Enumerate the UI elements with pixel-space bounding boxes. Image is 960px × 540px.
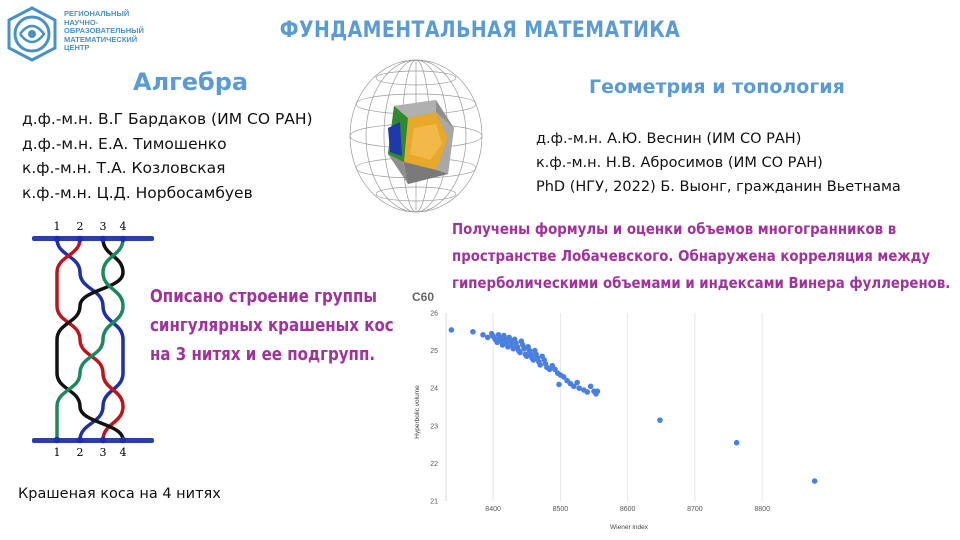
x-tick-label: 8500 (553, 506, 569, 513)
chart-title: C60 (412, 290, 435, 304)
data-point (576, 385, 582, 391)
data-point (537, 362, 543, 368)
y-tick-label: 26 (430, 311, 438, 318)
x-axis-label: Wiener index (610, 524, 649, 531)
geometry-person: к.ф.-м.н. Н.В. Абросимов (ИМ СО РАН) (536, 155, 823, 171)
algebra-person: д.ф.-м.н. В.Г Бардаков (ИМ СО РАН) (22, 110, 313, 128)
data-point (594, 388, 601, 395)
data-point (574, 379, 580, 386)
bottom-label: 1 (54, 446, 61, 459)
org-name-line: НАУЧНО- (64, 17, 99, 27)
logo-emblem-icon (7, 6, 57, 62)
bottom-bar (32, 438, 154, 443)
top-label: 1 (54, 220, 61, 233)
data-point (587, 383, 594, 390)
bottom-label: 3 (100, 446, 107, 459)
algebra-person: к.ф.-м.н. Т.А. Козловская (22, 159, 226, 177)
data-point (560, 374, 567, 380)
algebra-title: Алгебра (133, 68, 249, 96)
braid-diagram: 1 2 3 4 1 2 3 4 (28, 216, 158, 460)
geometry-person: д.ф.-м.н. А.Ю. Веснин (ИМ СО РАН) (536, 131, 802, 147)
y-tick-label: 22 (430, 461, 438, 468)
braid-bottom-node (76, 436, 84, 444)
braid-result-line: Описано строение группы (150, 287, 377, 307)
data-point (448, 327, 455, 333)
hyperbolic-polyhedron-image (348, 56, 484, 214)
top-label: 4 (120, 220, 127, 233)
geometry-result-line: гиперболическими объемами и индексами Ви… (452, 274, 951, 292)
y-axis-label: Hyperbolic volume (414, 385, 421, 439)
algebra-person: к.ф.-м.н. Ц.Д. Норбосамбуев (22, 183, 253, 202)
bottom-label: 2 (77, 446, 84, 459)
braid-result-line: сингулярных крашеных кос (150, 316, 394, 336)
braid-top-node (53, 235, 61, 243)
data-point (811, 478, 818, 484)
data-point (571, 383, 577, 390)
data-point (470, 329, 476, 335)
y-tick-label: 21 (430, 499, 438, 506)
geometry-result-line: Получены формулы и оценки объемов многог… (452, 220, 897, 238)
geometry-people: д.ф.-м.н. А.Ю. Веснин (ИМ СО РАН) к.ф.-м… (536, 127, 901, 199)
logo (5, 6, 59, 62)
page-title: ФУНДАМЕНТАЛЬНАЯ МАТЕМАТИКА (279, 18, 681, 43)
data-point (657, 417, 663, 423)
braid-top-node (76, 235, 84, 243)
top-bar (32, 236, 154, 241)
org-name-line: РЕГИОНАЛЬНЫЙ (64, 9, 130, 18)
braid-strand (55, 238, 125, 440)
y-tick-label: 25 (430, 348, 438, 355)
algebra-person: д.ф.-м.н. Е.А. Тимошенко (22, 134, 227, 153)
top-label: 3 (100, 220, 107, 233)
scatter-chart: 8400 8500 8600 8700 8800 21 22 23 24 25 26 Wiener … (404, 300, 824, 536)
x-tick-label: 8400 (485, 506, 501, 513)
org-name-line: МАТЕМАТИЧЕСКИЙ (64, 34, 138, 44)
braid-bottom-node (99, 436, 107, 444)
data-point (480, 332, 486, 338)
data-point (484, 334, 491, 341)
braid-bottom-node (53, 436, 61, 444)
braid-result: Описано строение группы сингулярных краш… (150, 283, 394, 370)
braid-strand (55, 238, 125, 441)
data-point (556, 381, 562, 388)
braid-bottom-node (119, 436, 127, 444)
x-tick-label: 8800 (754, 506, 770, 513)
data-point (584, 389, 591, 395)
data-point (517, 349, 523, 356)
org-name-line: ЦЕНТР (64, 43, 90, 53)
bottom-label: 4 (120, 446, 127, 459)
org-name-line: ОБРАЗОВАТЕЛЬНЫЙ (64, 26, 144, 36)
braid-result-line: на 3 нитях и ее подгрупп. (150, 345, 376, 365)
geometry-title: Геометрия и топология (589, 76, 845, 98)
braid-strand (55, 238, 125, 441)
x-tick-label: 8600 (620, 506, 636, 513)
geometry-result: Получены формулы и оценки объемов многог… (452, 216, 950, 297)
y-tick-label: 24 (430, 386, 438, 393)
braid-top-node (99, 235, 107, 243)
y-tick-label: 23 (430, 423, 438, 430)
braid-strand (55, 238, 125, 441)
geometry-result-line: пространстве Лобачевского. Обнаружена ко… (452, 247, 931, 265)
data-point (733, 439, 740, 446)
braid-caption: Крашеная коса на 4 нитях (18, 486, 221, 502)
geometry-person: PhD (НГУ, 2022) Б. Выонг, гражданин Вьет… (536, 179, 901, 195)
braid-top-node (119, 235, 127, 243)
x-tick-label: 8700 (687, 506, 703, 513)
org-name: РЕГИОНАЛЬНЫЙ НАУЧНО- ОБРАЗОВАТЕЛЬНЫЙ МАТ… (64, 9, 174, 53)
algebra-people: д.ф.-м.н. В.Г Бардаков (ИМ СО РАН) д.ф.-… (22, 107, 313, 205)
top-label: 2 (77, 220, 84, 233)
